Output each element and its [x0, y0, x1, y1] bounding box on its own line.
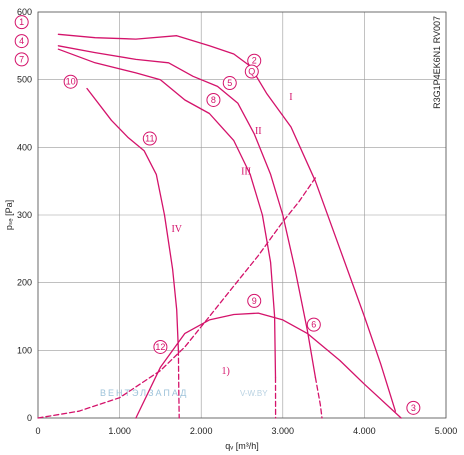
- y-tick-label: 200: [17, 278, 32, 288]
- point-marker-label: 7: [19, 54, 24, 64]
- point-marker: 5: [222, 76, 237, 91]
- x-tick-label: 2.000: [190, 426, 213, 436]
- point-marker-label: 2: [252, 56, 257, 66]
- point-marker-circle: [153, 339, 168, 354]
- x-tick-label: 1.000: [108, 426, 131, 436]
- point-marker: 9: [247, 293, 262, 308]
- watermark-group: ВЕНТЭЛЗАПАД V-W.BY: [100, 388, 268, 398]
- series-line-II-ext: [314, 376, 323, 419]
- point-marker-circle: [306, 317, 321, 332]
- curve-label: 1): [222, 366, 230, 377]
- series-line-II: [57, 45, 317, 379]
- point-marker-circle: [222, 76, 237, 91]
- point-marker: 10: [63, 74, 78, 89]
- point-marker-label: 1: [19, 17, 24, 27]
- x-tick-label: 4.000: [353, 426, 376, 436]
- point-marker: 11: [142, 131, 157, 146]
- point-marker: Q: [244, 64, 259, 79]
- series-line-IV: [86, 87, 180, 351]
- y-tick-label: 300: [17, 210, 32, 220]
- point-marker-circle: [206, 92, 221, 107]
- point-marker-circle: [244, 64, 259, 79]
- point-marker-label: 11: [145, 134, 154, 144]
- grid: [37, 11, 447, 419]
- x-tick-label: 5.000: [435, 426, 458, 436]
- point-marker-circle: [247, 293, 262, 308]
- y-tick-label: 100: [17, 345, 32, 355]
- series-group: [37, 33, 402, 419]
- point-markers: 1 4 7 10 11 12 8 5 2 9 6 3 Q: [14, 15, 421, 415]
- point-marker-circle: [14, 52, 29, 67]
- point-marker-circle: [406, 400, 421, 415]
- point-marker-label: 3: [411, 403, 416, 413]
- x-axis-label: qᵥ [m³/h]: [225, 441, 258, 451]
- series-line-pressure-parabola: [135, 312, 402, 419]
- x-tick-label: 0: [35, 426, 40, 436]
- point-marker: 3: [406, 400, 421, 415]
- point-marker-label: 8: [211, 95, 216, 105]
- point-marker: 8: [206, 92, 221, 107]
- y-axis-label: pₛₑ [Pa]: [4, 200, 14, 230]
- x-tick-label: 3.000: [272, 426, 295, 436]
- y-tick-label: 500: [17, 75, 32, 85]
- point-marker-circle: [14, 15, 29, 30]
- point-marker-label: 9: [252, 296, 257, 306]
- curve-label: III: [241, 166, 251, 177]
- y-tick-label: 0: [27, 413, 32, 423]
- point-marker-label: 5: [227, 78, 232, 88]
- point-marker-circle: [63, 74, 78, 89]
- point-marker-label: 6: [311, 320, 316, 330]
- curve-label: I: [289, 92, 292, 103]
- curve-label: IV: [171, 224, 182, 235]
- y-tick-label: 600: [17, 7, 32, 17]
- point-marker-circle: [142, 131, 157, 146]
- point-marker-label: 10: [66, 77, 76, 87]
- point-marker: 1: [14, 15, 29, 30]
- series-line-I: [57, 33, 397, 412]
- watermark-text: ВЕНТЭЛЗАПАД: [100, 388, 188, 398]
- curve-label: II: [255, 126, 262, 137]
- series-line-III: [57, 48, 277, 379]
- point-marker-circle: [14, 34, 29, 49]
- point-marker: 7: [14, 52, 29, 67]
- model-code: R3G1P4EK6N1 RV007: [432, 16, 442, 109]
- point-marker-label: Q: [248, 67, 255, 77]
- point-marker: 12: [153, 339, 168, 354]
- point-marker: 4: [14, 34, 29, 49]
- point-marker-label: 4: [19, 36, 24, 46]
- axes: 0 1.000 2.000 3.000 4.000 5.000 0 100 200 300 400 5…: [17, 7, 457, 436]
- y-tick-label: 400: [17, 142, 32, 152]
- point-marker-label: 12: [155, 342, 165, 352]
- watermark-site: V-W.BY: [240, 389, 268, 398]
- plot-frame: [37, 11, 447, 419]
- point-marker: 6: [306, 317, 321, 332]
- series-line-IV-ext: [177, 349, 180, 419]
